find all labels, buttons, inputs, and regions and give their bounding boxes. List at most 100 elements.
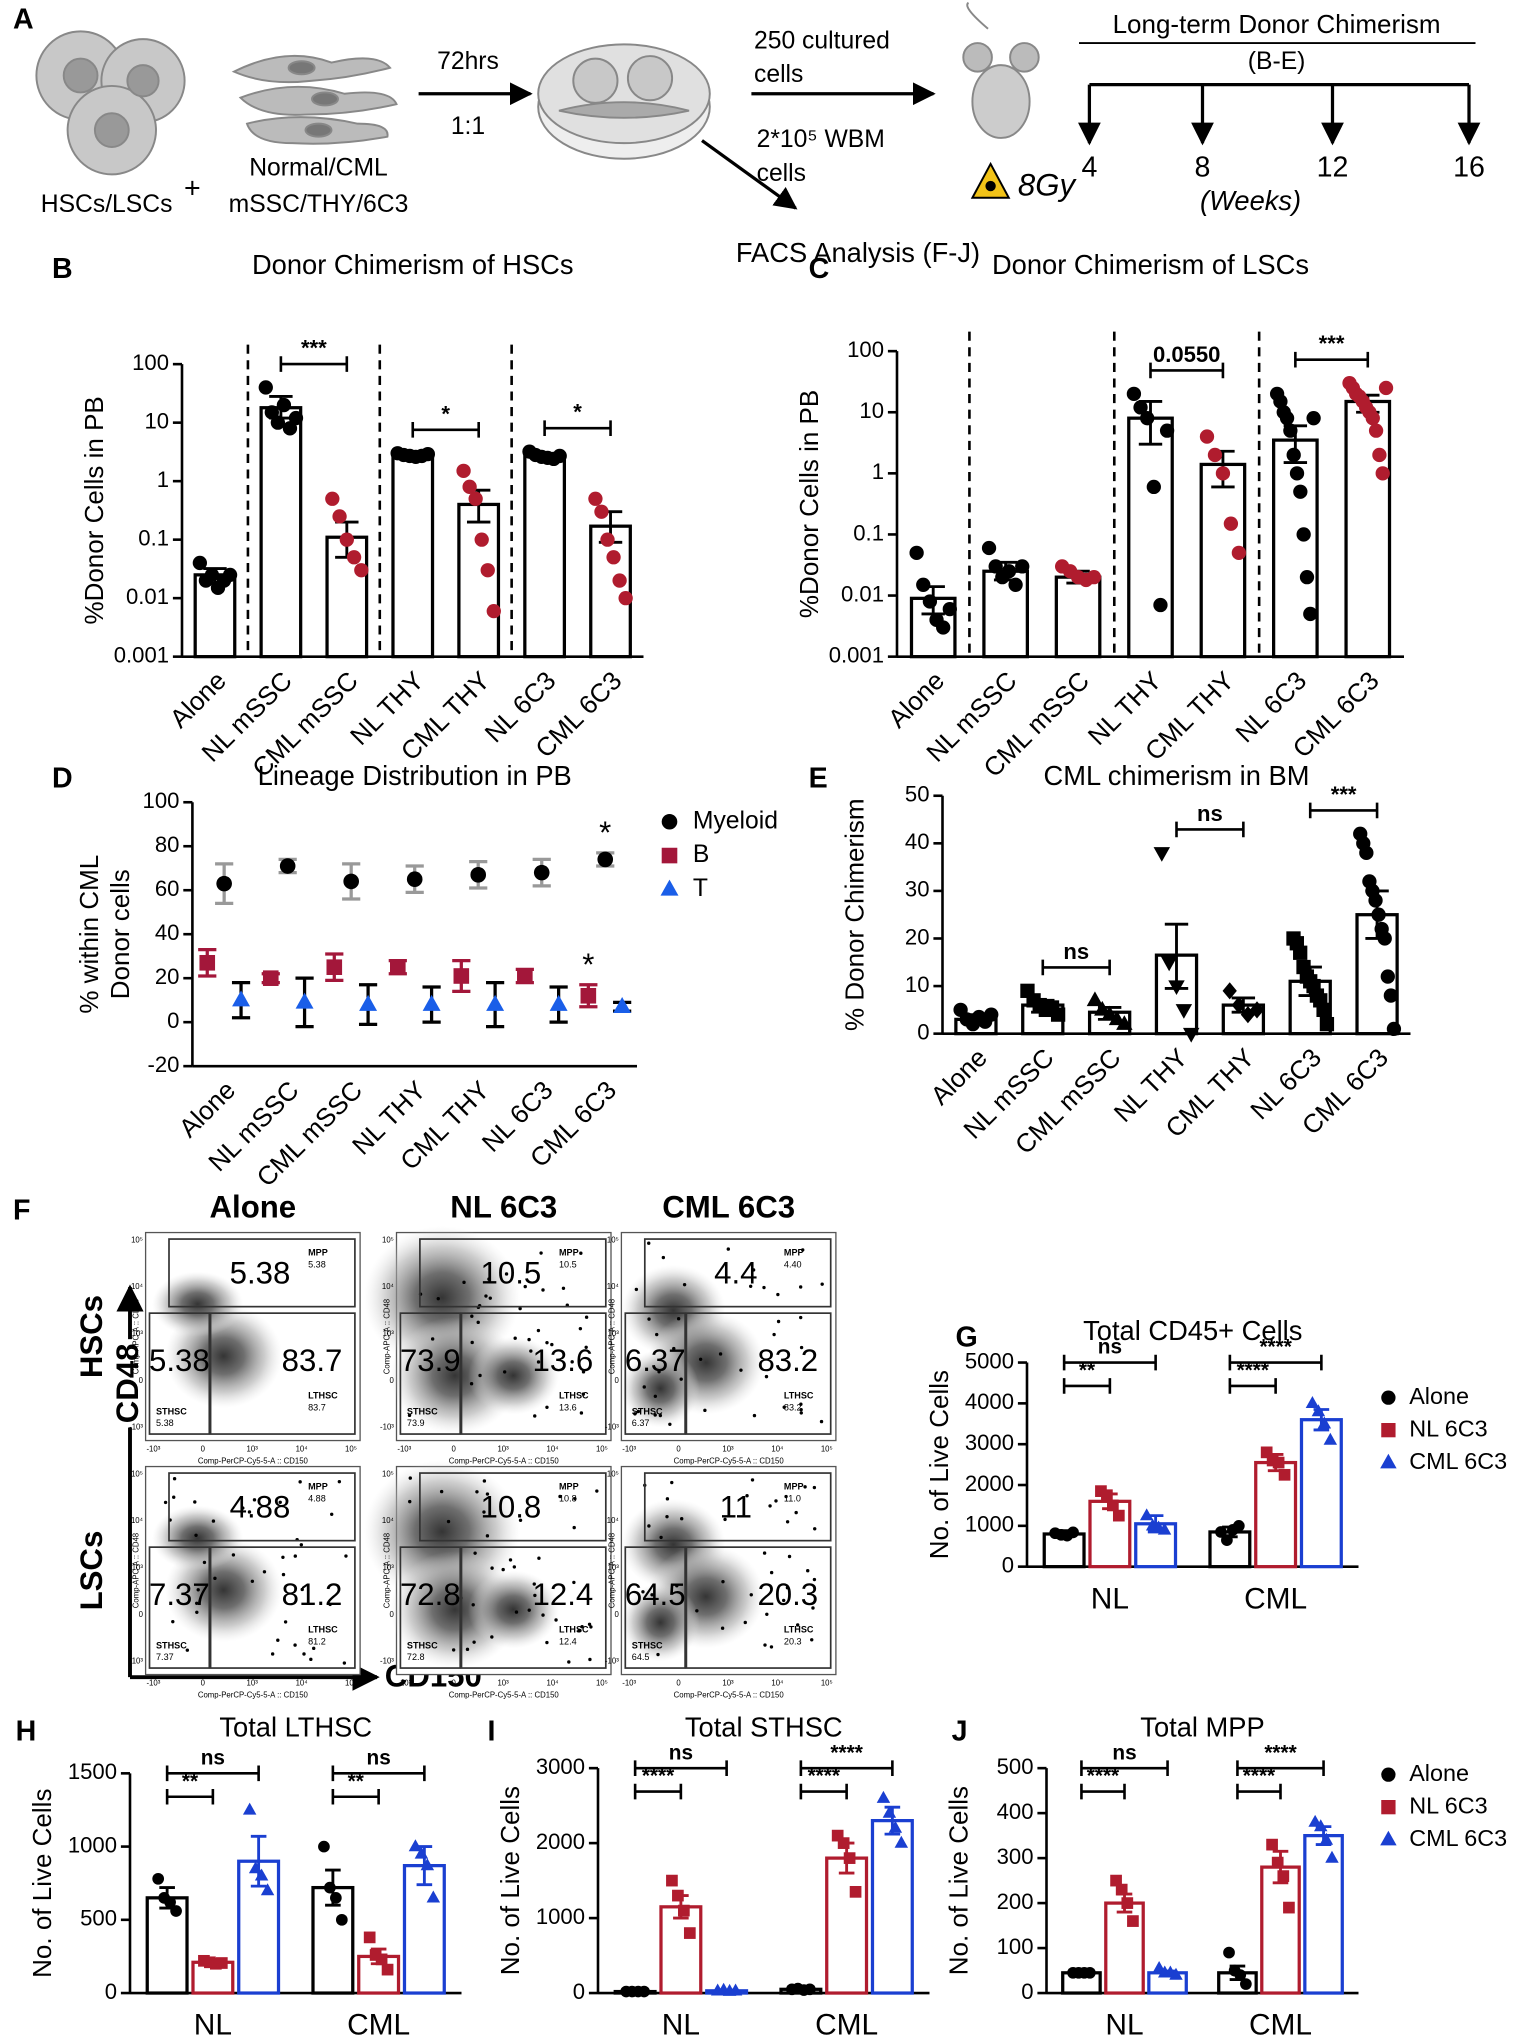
data-point bbox=[981, 540, 997, 556]
bar bbox=[523, 454, 567, 659]
data-point bbox=[888, 1820, 903, 1833]
event-dot bbox=[252, 1498, 257, 1502]
gate-name: STHSC bbox=[632, 1406, 663, 1416]
data-point bbox=[984, 1007, 999, 1022]
event-dot bbox=[784, 1494, 788, 1499]
gate-percent: 7.37 bbox=[149, 1577, 210, 1612]
data-point bbox=[594, 504, 609, 519]
radiation-center bbox=[985, 180, 996, 192]
significance-label: **** bbox=[1264, 1741, 1297, 1764]
y-tick-label: 500 bbox=[80, 1906, 117, 1931]
event-dot bbox=[647, 1241, 651, 1245]
gate-value: 5.38 bbox=[308, 1259, 326, 1269]
flow-tick-label: 10³ bbox=[608, 1329, 620, 1338]
bar bbox=[825, 1856, 869, 1995]
y-tick-label: 4000 bbox=[965, 1389, 1014, 1414]
gate-name: LTHSC bbox=[308, 1625, 338, 1635]
significance-bracket bbox=[1236, 1783, 1282, 1800]
event-dot bbox=[799, 1407, 803, 1412]
legend-marker bbox=[661, 813, 678, 830]
data-point bbox=[1095, 1485, 1107, 1497]
y-axis-label: % Donor Chimerism bbox=[840, 798, 870, 1031]
significance-bracket bbox=[633, 1760, 728, 1776]
event-dot bbox=[485, 1534, 490, 1538]
gate-name: MPP bbox=[308, 1248, 328, 1258]
data-point bbox=[152, 1872, 165, 1885]
event-dot bbox=[679, 1377, 683, 1381]
data-point bbox=[199, 954, 216, 971]
flow-tick-label: -10³ bbox=[605, 1423, 619, 1432]
event-dot bbox=[293, 1643, 297, 1647]
stroma-label: Normal/CML bbox=[249, 155, 388, 182]
flow-tick-label: 10⁵ bbox=[345, 1445, 357, 1454]
data-point bbox=[279, 858, 296, 874]
data-point bbox=[1175, 1004, 1193, 1019]
event-dot bbox=[298, 1480, 302, 1484]
stromal-cell bbox=[558, 101, 690, 119]
timeline-panels: (B-E) bbox=[1248, 48, 1306, 75]
data-point bbox=[1001, 564, 1017, 579]
flow-tick-label: 10³ bbox=[247, 1679, 259, 1688]
event-dot bbox=[670, 1480, 674, 1485]
transplant-text: 2*10⁵ WBM bbox=[757, 126, 885, 153]
flow-tick-label: -10³ bbox=[397, 1679, 411, 1688]
data-point bbox=[1050, 1007, 1066, 1022]
event-dot bbox=[739, 1368, 743, 1372]
data-point bbox=[170, 1905, 182, 1917]
gate bbox=[399, 1546, 462, 1669]
gate bbox=[209, 1546, 356, 1669]
event-dot bbox=[665, 1497, 670, 1501]
significance-bracket bbox=[1080, 1760, 1169, 1776]
gate bbox=[643, 1472, 832, 1542]
event-dot bbox=[636, 1409, 641, 1414]
data-point bbox=[1317, 1416, 1332, 1429]
data-point bbox=[343, 873, 359, 890]
data-point bbox=[486, 603, 501, 619]
significance-bracket bbox=[1041, 959, 1111, 976]
event-dot bbox=[558, 1494, 562, 1499]
data-point bbox=[1223, 1946, 1235, 1959]
data-point bbox=[597, 851, 614, 868]
gate-percent: 13.6 bbox=[533, 1343, 594, 1378]
event-dot bbox=[579, 1411, 584, 1415]
data-point bbox=[988, 559, 1003, 574]
event-dot bbox=[561, 1286, 566, 1290]
data-point bbox=[335, 1913, 348, 1926]
column-header: CML 6C3 bbox=[662, 1189, 795, 1224]
event-dot bbox=[185, 1648, 190, 1652]
timeline-title: Long-term Donor Chimerism bbox=[1113, 9, 1441, 39]
y-tick-label: 3000 bbox=[536, 1754, 585, 1779]
bar bbox=[259, 406, 303, 659]
data-point bbox=[369, 1949, 382, 1961]
event-dot bbox=[550, 1342, 554, 1347]
data-point bbox=[339, 532, 354, 547]
gate-name: STHSC bbox=[407, 1640, 438, 1650]
y-tick-label: 1500 bbox=[68, 1759, 117, 1784]
mouse-body bbox=[971, 64, 1031, 139]
significance-label: ns bbox=[1197, 801, 1223, 826]
y-tick-label: 10 bbox=[144, 408, 169, 433]
event-dot bbox=[718, 1352, 723, 1356]
legend-marker bbox=[1380, 1453, 1397, 1469]
nucleus bbox=[304, 122, 333, 138]
flow-tick-label: 10⁴ bbox=[131, 1282, 143, 1291]
flow-tick-label: 10⁵ bbox=[382, 1469, 394, 1478]
data-point bbox=[618, 591, 633, 606]
significance-label: **** bbox=[1259, 1336, 1292, 1359]
significance-label: **** bbox=[1087, 1765, 1120, 1788]
cell bbox=[572, 57, 619, 104]
data-point bbox=[1015, 559, 1030, 574]
event-dot bbox=[541, 1288, 545, 1292]
significance-label: *** bbox=[1319, 331, 1345, 356]
gate-value: 72.8 bbox=[407, 1652, 425, 1662]
gate-name: LTHSC bbox=[559, 1625, 589, 1635]
flow-tick-label: 0 bbox=[139, 1376, 144, 1385]
flow-tick-label: 0 bbox=[139, 1610, 144, 1619]
data-point bbox=[204, 1956, 216, 1969]
event-dot bbox=[577, 1629, 581, 1633]
gate-percent: 10.8 bbox=[481, 1490, 542, 1525]
event-dot bbox=[799, 1315, 803, 1320]
event-dot bbox=[801, 1248, 805, 1252]
event-dot bbox=[665, 1514, 669, 1519]
event-dot bbox=[810, 1638, 814, 1642]
